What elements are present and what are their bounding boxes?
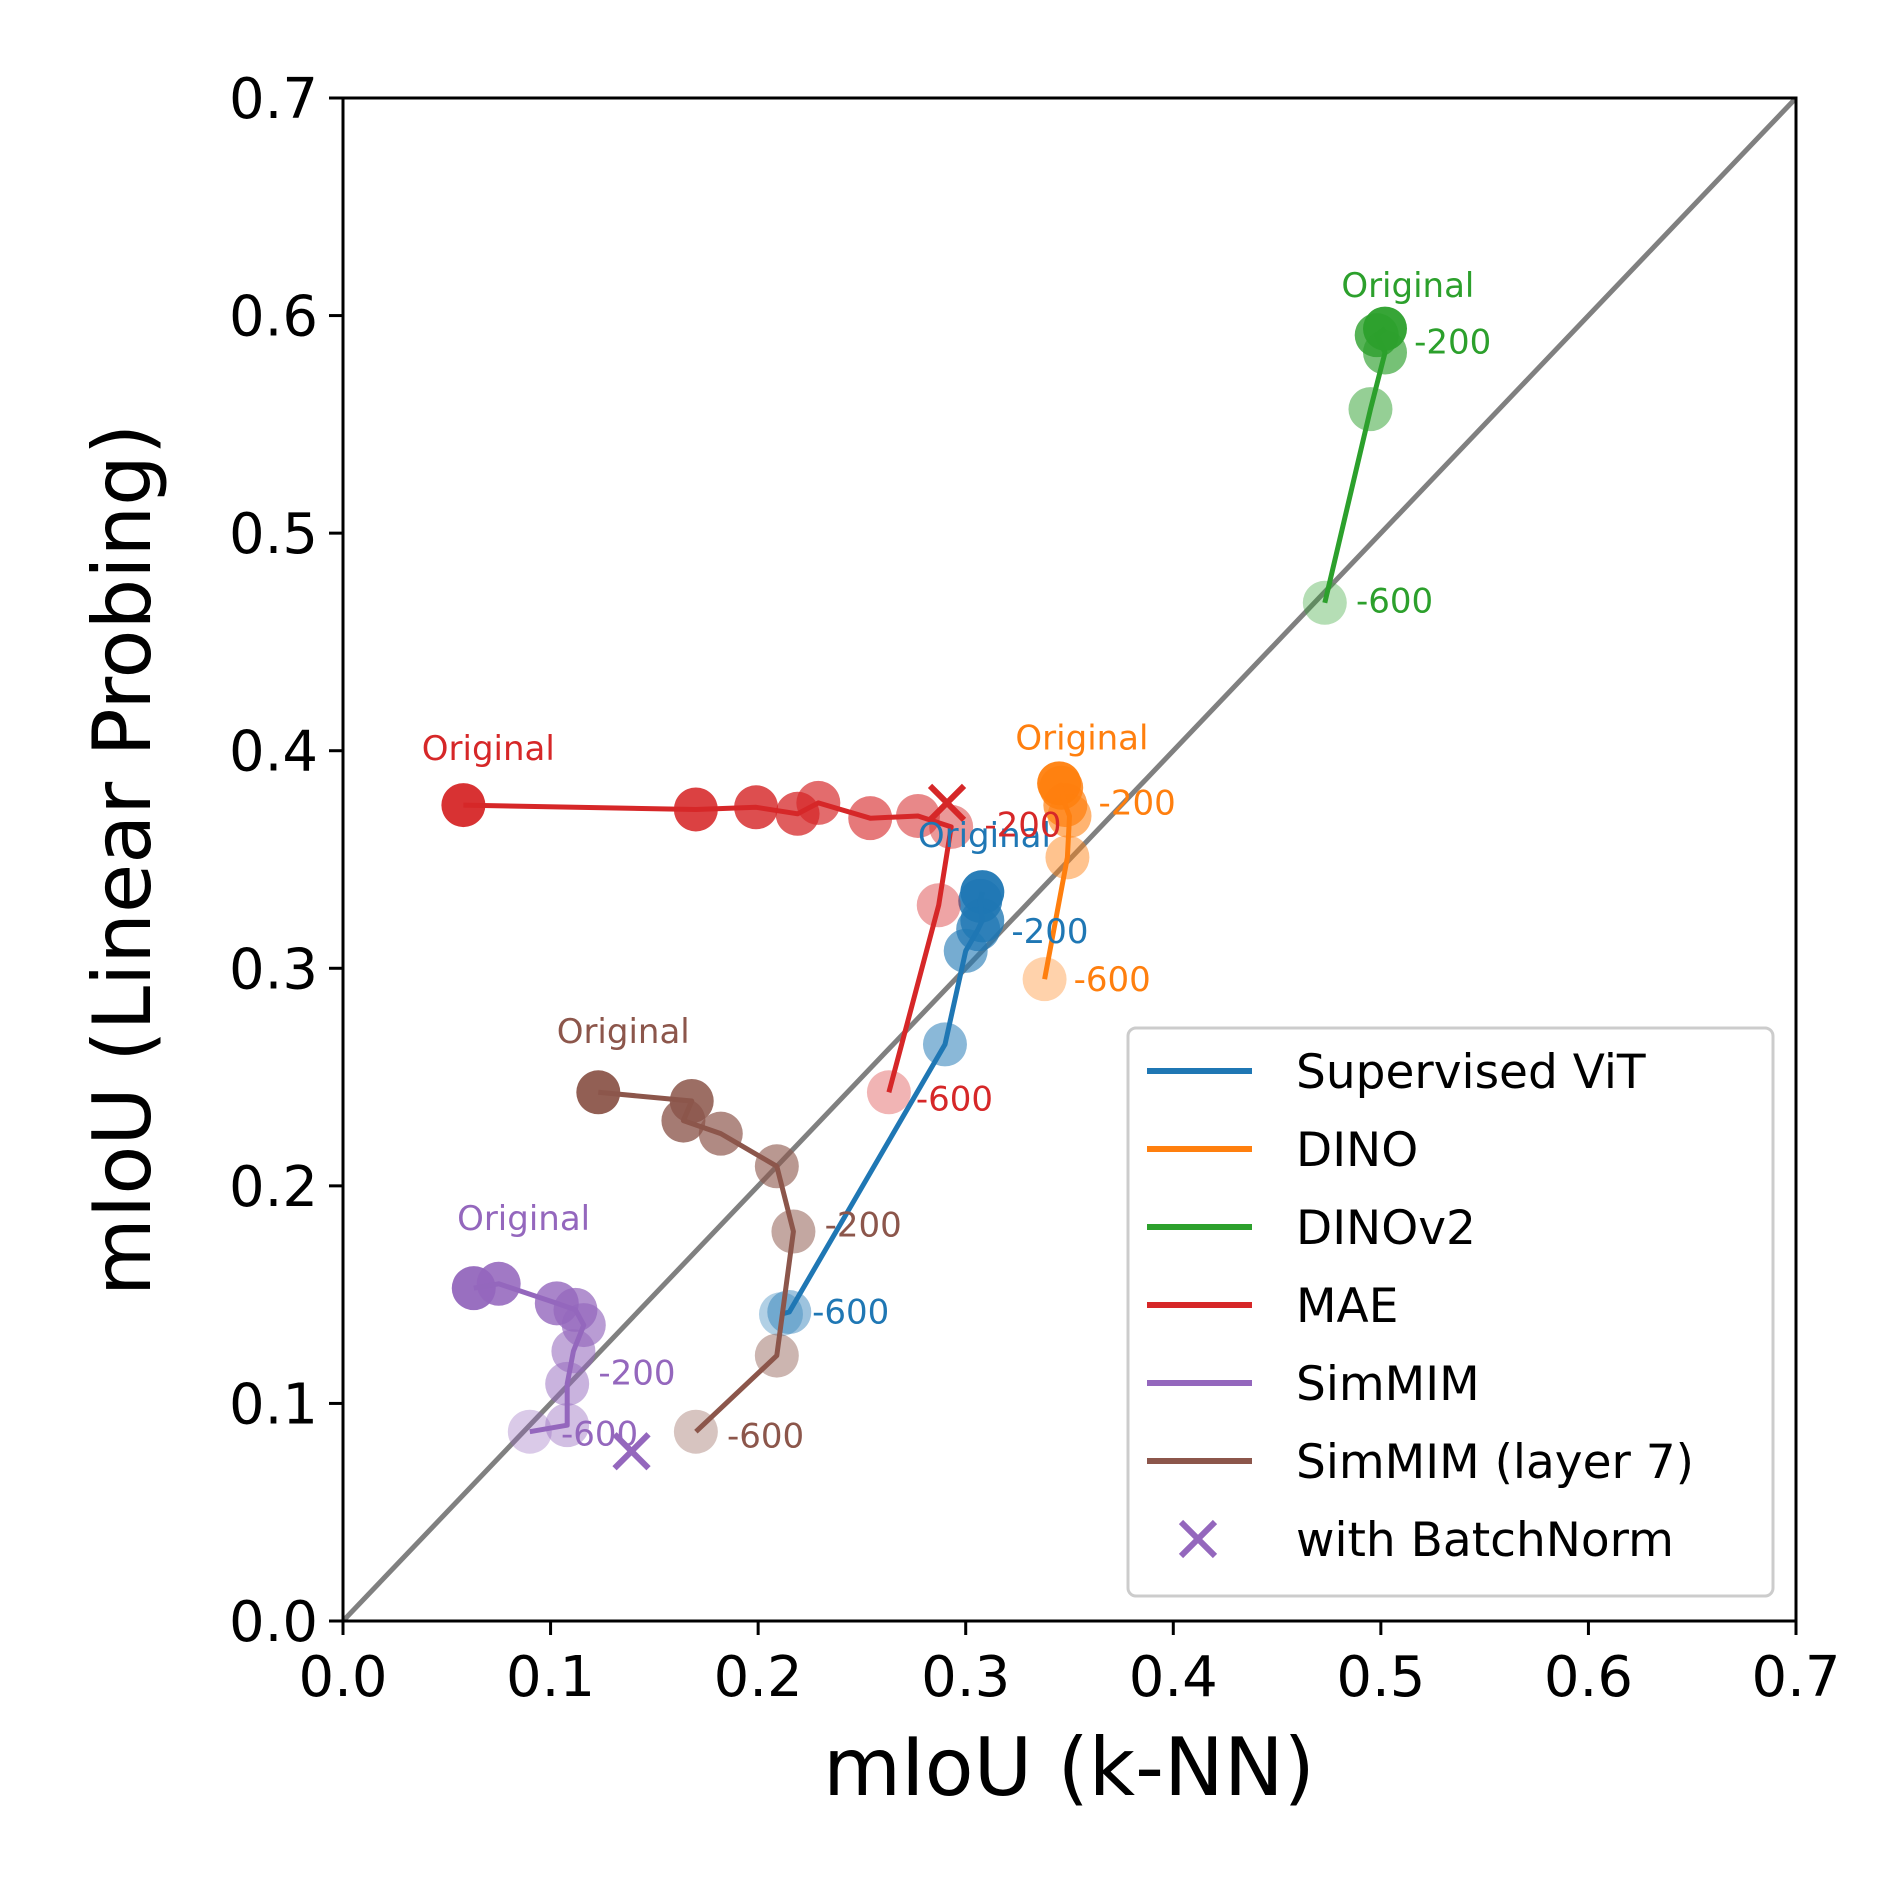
legend-label-supervised-vit: Supervised ViT: [1296, 1045, 1646, 1100]
plot-frame: [341, 96, 1798, 1623]
series-simmim-layer-7: [576, 1070, 816, 1454]
series-supervised-vit: [758, 870, 1005, 1337]
series-dinov2: [1302, 306, 1408, 625]
series-line-mae: [463, 800, 954, 1093]
batchnorm-marker: [612, 1432, 651, 1471]
legend-label-with-batchnorm: with BatchNorm: [1296, 1513, 1674, 1568]
legend-marker-x-icon: [1178, 1519, 1218, 1559]
annotation-dino: -600: [1074, 960, 1151, 1000]
x-axis-title: mIoU (k-NN): [823, 1721, 1315, 1814]
annotation-dinov2: -600: [1356, 581, 1433, 621]
x-tick-label: 0.7: [1751, 1645, 1840, 1710]
annotation-simmim: Original: [457, 1199, 590, 1239]
x-tick-label: 0.3: [921, 1645, 1010, 1710]
y-tick-label: 0.2: [229, 1155, 318, 1220]
annotation-simmim-layer-7: -200: [825, 1206, 902, 1246]
series-line-dinov2: [1322, 326, 1388, 604]
y-tick-label: 0.5: [229, 502, 318, 567]
x-tick-label: 0.2: [714, 1645, 803, 1710]
legend-label-dinov2: DINOv2: [1296, 1201, 1476, 1256]
series-line-simmim-layer-7: [598, 1089, 796, 1434]
legend: Supervised ViT DINO DINOv2 MAE SimMIM SimMIM …: [1126, 1026, 1775, 1598]
legend-label-dino: DINO: [1296, 1123, 1418, 1178]
series-line-simmim: [473, 1281, 587, 1435]
y-tick-label: 0.7: [229, 67, 318, 132]
series-line-supervised-vit: [780, 891, 985, 1317]
annotation-simmim-layer-7: -600: [727, 1417, 804, 1457]
annotation-supervised-vit: Original: [918, 816, 1051, 856]
annotation-supervised-vit: -200: [1011, 912, 1088, 952]
x-tick-label: 0.0: [298, 1645, 387, 1710]
y-tick-label: 0.1: [229, 1372, 318, 1437]
annotation-simmim-layer-7: Original: [557, 1012, 690, 1052]
x-tick-label: 0.6: [1544, 1645, 1633, 1710]
annotation-simmim: -200: [598, 1354, 675, 1394]
y-tick-label: 0.3: [229, 937, 318, 1002]
axes: 0.0 0.1 0.2 0.3 0.4 0.5 0.6 0.7 0.0 0.1 0.2 0.3 0.4 0…: [229, 67, 1841, 1710]
y-tick-label: 0.6: [229, 285, 318, 350]
annotation-dino: Original: [1015, 718, 1148, 758]
x-tick-label: 0.4: [1129, 1645, 1218, 1710]
plot-area: Original-200-600Original-200-600Original…: [343, 98, 1796, 1621]
annotation-dinov2: -200: [1414, 322, 1491, 362]
annotation-mae: Original: [422, 729, 555, 769]
y-tick-label: 0.0: [229, 1590, 318, 1655]
annotation-dinov2: Original: [1341, 266, 1474, 306]
batchnorm-marker: [927, 783, 967, 823]
y-axis-title: mIoU (Linear Probing): [76, 424, 169, 1296]
annotation-mae: -200: [984, 805, 1061, 845]
annotation-mae: -600: [916, 1080, 993, 1120]
annotation-supervised-vit: -600: [812, 1293, 889, 1333]
legend-label-simmim: SimMIM: [1296, 1357, 1480, 1412]
series-line-dino: [1042, 782, 1072, 980]
x-tick-label: 0.1: [506, 1645, 595, 1710]
series-dino: [1022, 761, 1092, 1002]
annotation-dino: -200: [1099, 784, 1176, 824]
series-mae: [441, 780, 974, 1115]
legend-label-simmim-layer-7: SimMIM (layer 7): [1296, 1435, 1694, 1490]
legend-box: [1126, 1026, 1775, 1598]
legend-label-mae: MAE: [1296, 1279, 1398, 1334]
annotation-simmim: -600: [561, 1415, 638, 1455]
plot-content: [343, 98, 1796, 1621]
y-tick-label: 0.4: [229, 720, 318, 785]
point-mae: [441, 783, 486, 828]
x-tick-label: 0.5: [1336, 1645, 1425, 1710]
series-simmim: [451, 1261, 606, 1454]
